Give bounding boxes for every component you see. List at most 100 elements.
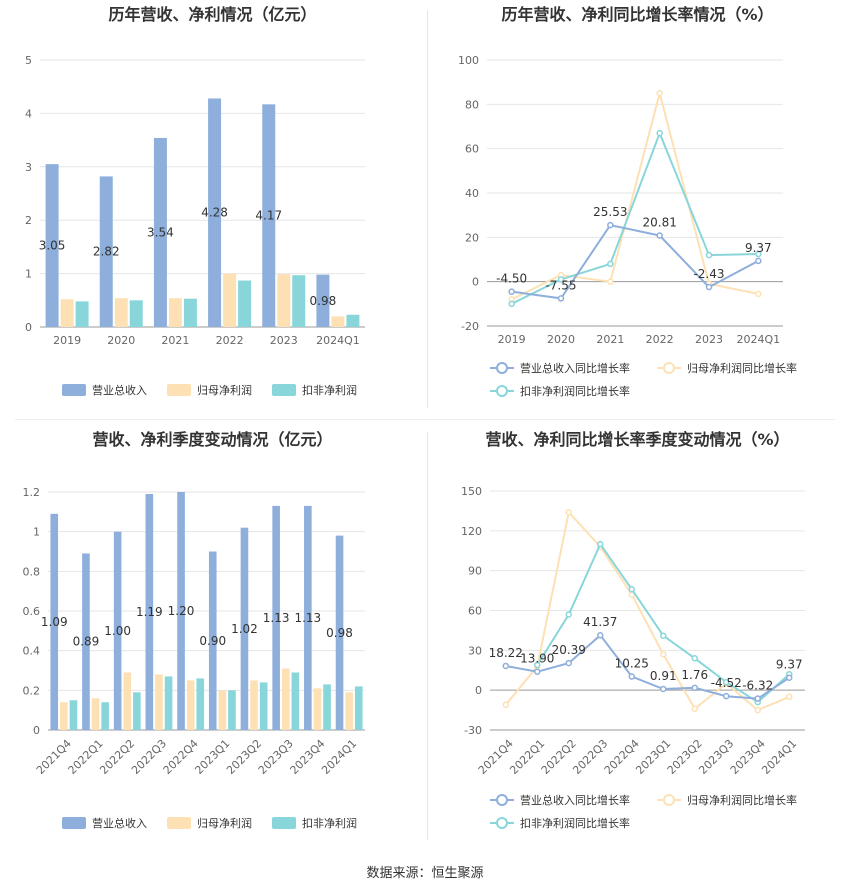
- series-line: [511, 89, 759, 301]
- y-tick-label: 3: [25, 161, 32, 174]
- bar: [196, 678, 205, 730]
- legend-label: 营业总收入同比增长率: [520, 361, 630, 375]
- bar: [272, 505, 280, 730]
- bar: [60, 299, 74, 327]
- legend-label: 扣非净利润: [302, 383, 357, 397]
- y-tick-label: 1: [25, 268, 32, 281]
- legend-label: 营业总收入同比增长率: [520, 793, 630, 807]
- y-tick-label: 0: [475, 684, 482, 697]
- series-line: [511, 130, 759, 305]
- data-label: 41.37: [583, 615, 617, 629]
- y-tick-label: 5: [25, 54, 32, 67]
- legend-label: 扣非净利润: [302, 816, 357, 830]
- legend-label: 扣非净利润同比增长率: [520, 384, 630, 398]
- x-tick-label: 2024Q1: [737, 333, 781, 346]
- data-point: [508, 288, 515, 295]
- bar: [60, 702, 68, 730]
- data-label: 1.13: [263, 611, 290, 625]
- data-label: 4.17: [255, 209, 282, 223]
- y-tick-label: 2: [25, 214, 32, 227]
- x-tick-label: 2024Q1: [316, 334, 360, 347]
- bar: [313, 688, 322, 730]
- data-point: [628, 673, 635, 680]
- bar: [228, 690, 236, 730]
- data-point: [786, 674, 793, 681]
- legend-label: 扣非净利润同比增长率: [520, 816, 630, 830]
- y-tick-label: 0: [472, 276, 479, 289]
- y-tick-label: 100: [458, 54, 479, 67]
- bar: [345, 692, 353, 730]
- chart-title: 历年营收、净利情况（亿元）: [108, 5, 316, 24]
- bar: [101, 702, 109, 730]
- bar: [323, 684, 331, 730]
- data-point: [565, 508, 572, 516]
- bar: [45, 164, 59, 327]
- data-point: [502, 701, 509, 709]
- legend-swatch: [62, 384, 86, 396]
- data-point: [754, 706, 761, 714]
- bar: [250, 680, 258, 730]
- bar: [335, 535, 344, 730]
- data-label: 10.25: [615, 657, 649, 671]
- data-label: -4.50: [496, 272, 527, 286]
- bar: [153, 137, 167, 327]
- data-point: [691, 705, 698, 713]
- legend-label: 归母净利润同比增长率: [687, 361, 797, 375]
- bar: [82, 553, 90, 730]
- data-label: 0.89: [73, 635, 100, 649]
- bar: [183, 298, 197, 327]
- legend-swatch: [272, 384, 296, 396]
- data-point: [723, 692, 730, 700]
- legend-label: 归母净利润: [197, 816, 252, 830]
- series-line: [511, 223, 759, 300]
- y-tick-label: 0.6: [23, 605, 41, 618]
- bar: [177, 492, 185, 730]
- data-label: 18.22: [489, 646, 523, 660]
- data-label: 0.90: [199, 634, 226, 648]
- data-point: [723, 678, 730, 686]
- annual-growth-rate-chart: 历年营收、净利同比增长率情况（%） -20 0 20 40 60 80 100 2019 2020…: [458, 5, 797, 398]
- data-point: [502, 662, 509, 670]
- bar: [123, 672, 132, 730]
- bar: [164, 676, 173, 730]
- data-point: [691, 684, 698, 692]
- bar: [208, 98, 222, 327]
- y-tick-label: 120: [461, 525, 482, 538]
- x-tick-label: 2023: [695, 333, 723, 346]
- bar: [145, 493, 154, 730]
- quarterly-revenue-profit-chart: 营收、净利季度变动情况（亿元）00.20.40.60.811.22021Q420…: [23, 430, 365, 830]
- bar: [133, 692, 141, 730]
- y-tick-label: 0: [33, 724, 40, 737]
- bar: [69, 700, 78, 730]
- bar: [346, 314, 360, 327]
- legend-swatch: [167, 384, 191, 396]
- chart-title: 营收、净利同比增长率季度变动情况（%）: [485, 430, 789, 449]
- data-point: [660, 685, 667, 693]
- data-point: [754, 695, 761, 702]
- data-point: [565, 659, 572, 667]
- data-point: [597, 540, 604, 548]
- x-tick-label: 2019: [498, 333, 526, 346]
- legend-marker: [496, 794, 508, 806]
- bar: [291, 672, 300, 730]
- data-point: [755, 250, 762, 258]
- y-tick-label: 60: [468, 605, 482, 618]
- legend-swatch: [272, 817, 296, 829]
- annual-revenue-profit-chart: 历年营收、净利情况（亿元） 0 1 2 3 4 5 2019 2020 2021 2022 2023 2…: [25, 5, 365, 397]
- y-tick-label: -30: [464, 724, 482, 737]
- data-label: 1.13: [294, 611, 321, 625]
- x-tick-label: 2021: [596, 333, 624, 346]
- series-line: [505, 633, 790, 700]
- data-point: [607, 278, 614, 285]
- legend-marker: [496, 385, 508, 397]
- data-point: [656, 232, 663, 239]
- data-label: 1.19: [136, 605, 163, 619]
- data-label: 20.81: [642, 216, 676, 230]
- data-point: [597, 631, 604, 639]
- data-label: 1.20: [168, 604, 195, 618]
- data-source-footer: 数据来源：恒生聚源: [366, 866, 484, 881]
- data-point: [534, 668, 541, 675]
- data-point: [755, 257, 762, 265]
- x-tick-label: 2020: [547, 333, 575, 346]
- y-tick-label: 20: [465, 231, 479, 244]
